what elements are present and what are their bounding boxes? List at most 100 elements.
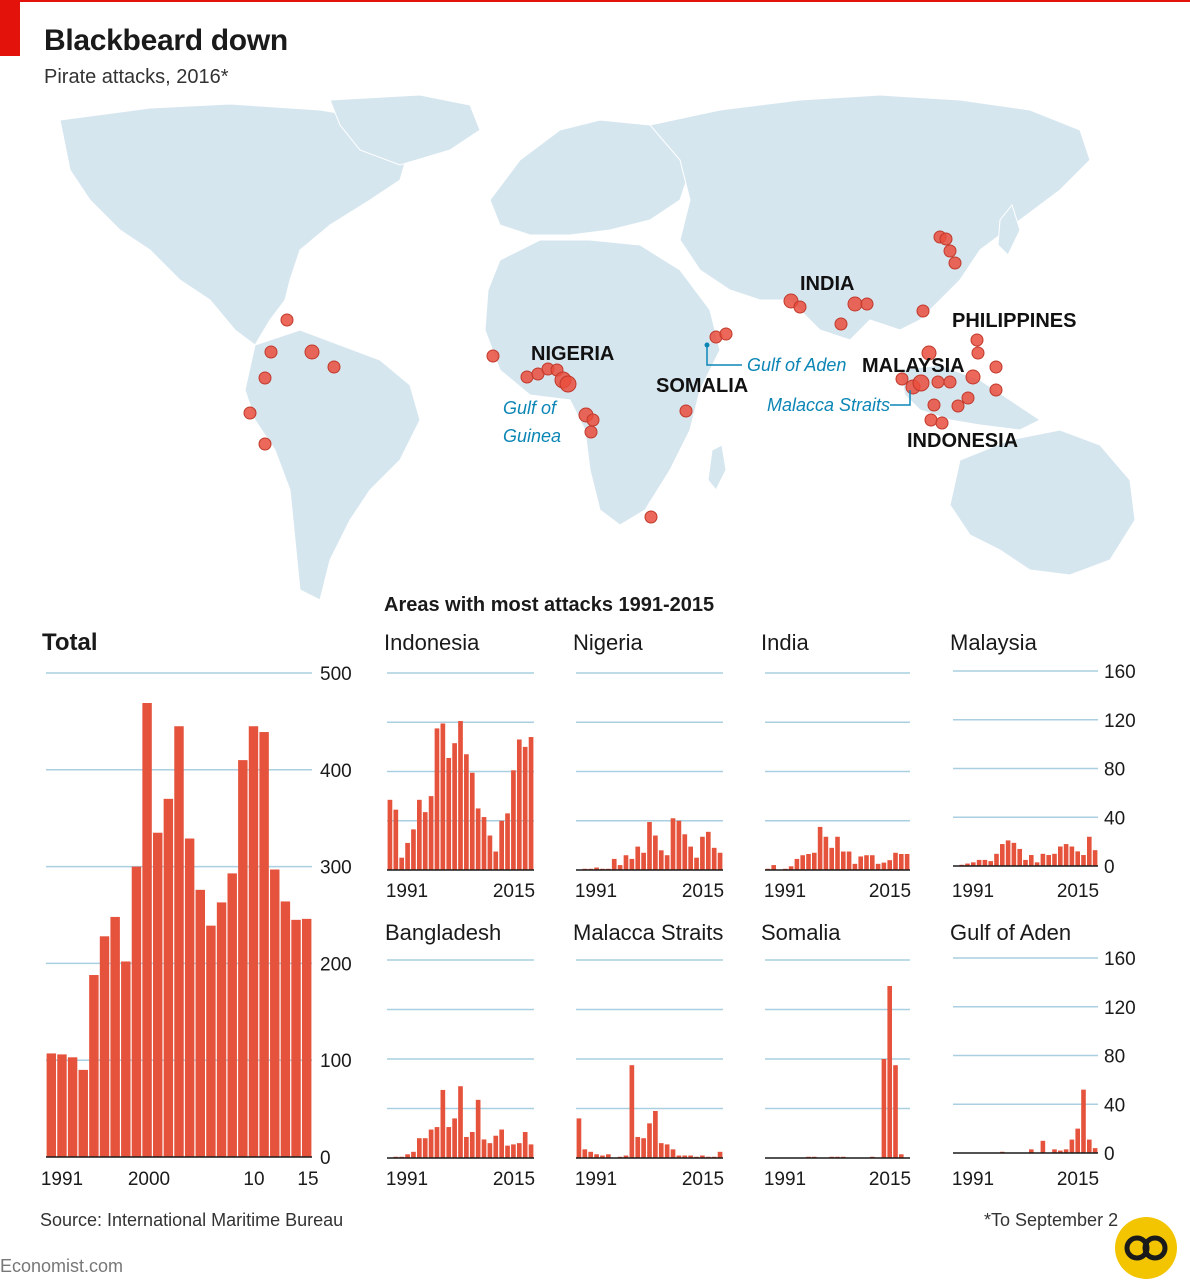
attack-point [989,360,1003,374]
x-tick-label: 15 [297,1169,318,1190]
x-tick-label: 1991 [764,881,806,902]
chart-title: Blackbeard down [44,24,288,57]
bar-2013 [1081,1089,1086,1153]
bar-2003 [458,721,463,870]
greenland-land [329,94,481,166]
y-tick-label: 400 [320,761,352,782]
bar-1994 [594,867,599,870]
bar-2014 [522,1132,528,1158]
attack-point [939,232,953,246]
bar-1999 [623,1155,629,1158]
bar-1999 [623,855,629,870]
attack-point [921,345,937,361]
label-gulf-of-guinea-1: Gulf of [503,398,558,418]
bar-2003 [174,726,184,1157]
bar-2001 [635,1136,641,1158]
source-note: Source: International Maritime Bureau [40,1210,344,1230]
bar-2015 [1092,1148,1098,1153]
bar-1995 [976,859,982,866]
attack-point [943,244,957,258]
bar-2000 [629,858,635,870]
chart-malacca-straits: Malacca Straits 1991 2015 [573,920,724,1190]
bar-2000 [1005,840,1011,866]
bar-2008 [487,1143,493,1158]
attack-point [916,304,930,318]
x-tick-label: 2015 [682,881,724,902]
bar-1991 [46,1053,57,1157]
bar-1995 [411,829,416,870]
bar-2013 [893,1065,898,1158]
bar-1997 [800,855,805,870]
bar-2010 [248,726,259,1157]
attack-point [264,345,278,359]
bar-1999 [131,866,142,1157]
bar-2014 [899,853,904,870]
label-nigeria: NIGERIA [531,343,614,365]
attack-point [951,399,965,413]
attack-point [927,398,941,412]
bar-2003 [458,1086,463,1158]
bar-2012 [887,860,892,870]
label-philippines: PHILIPPINES [952,310,1076,332]
madagascar-land [707,444,727,491]
attack-point [327,360,341,374]
x-tick-label: 1991 [41,1169,83,1190]
chart-subtitle: Pirate attacks, 2016* [44,66,229,88]
y-tick-label: 160 [1104,949,1136,970]
bar-1998 [994,853,999,866]
bar-2014 [1087,1139,1092,1153]
bar-2009 [1058,846,1063,866]
label-malaysia: MALAYSIA [862,355,965,377]
bar-1997 [611,858,617,870]
europe-land [489,119,691,236]
bar-2005 [846,851,852,870]
bar-1998 [806,853,811,870]
bar-1992 [582,1149,588,1158]
bar-2003 [1023,859,1028,866]
bar-2015 [717,852,723,870]
y-tick-label: 0 [1104,857,1115,878]
chart-nigeria: Nigeria 1991 2015 [573,630,724,902]
bar-1999 [812,852,817,870]
bar-2012 [887,985,892,1158]
x-tick-label: 1991 [952,881,994,902]
bar-2006 [664,1144,670,1158]
bar-1998 [428,1129,434,1158]
bar-2006 [664,855,670,870]
economist-logo-icon [1115,1217,1177,1279]
bar-2009 [238,760,248,1157]
attack-point [935,416,949,430]
y-tick-label: 0 [320,1148,331,1169]
australia-land [949,429,1136,576]
bar-2010 [688,846,693,870]
y-tick-label: 500 [320,664,352,685]
bar-2011 [1069,846,1075,866]
bar-2010 [875,863,881,870]
bar-2005 [195,889,205,1157]
attack-point [719,327,733,341]
x-tick-label: 10 [243,1169,264,1190]
bar-2014 [1087,836,1092,866]
japan-land [997,203,1021,256]
bar-2007 [481,1139,487,1158]
bar-2010 [499,820,504,870]
bar-2010 [688,1155,693,1158]
bar-2010 [1063,1149,1069,1153]
chart-total: Total 0 100 200 300 400 500 1991 2000 10 15 [41,629,352,1190]
x-tick-label: 2015 [682,1169,724,1190]
bar-2011 [694,857,699,870]
attack-point [644,510,658,524]
top-rule [0,0,1190,2]
y-tick-label: 200 [320,954,352,975]
bar-1993 [399,857,405,870]
bar-2002 [641,852,646,870]
attack-point [834,317,848,331]
x-tick-label: 1991 [386,881,428,902]
bar-2006 [475,1099,481,1158]
bar-2002 [641,1138,646,1158]
bar-1996 [794,858,800,870]
attack-point [971,346,985,360]
bar-2009 [493,851,499,870]
bar-1996 [606,1154,611,1158]
bar-2009 [682,1155,688,1158]
